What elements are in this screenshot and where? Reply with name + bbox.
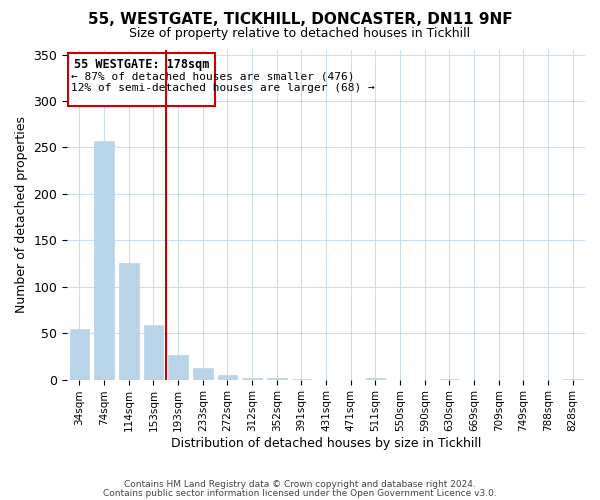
Text: Contains HM Land Registry data © Crown copyright and database right 2024.: Contains HM Land Registry data © Crown c… [124,480,476,489]
Bar [267,378,287,380]
X-axis label: Distribution of detached houses by size in Tickhill: Distribution of detached houses by size … [171,437,481,450]
FancyBboxPatch shape [68,53,215,106]
Text: 55, WESTGATE, TICKHILL, DONCASTER, DN11 9NF: 55, WESTGATE, TICKHILL, DONCASTER, DN11 … [88,12,512,28]
Bar [365,378,385,380]
Bar [292,378,311,380]
Bar [119,262,139,380]
Bar [563,378,583,380]
Text: Contains public sector information licensed under the Open Government Licence v3: Contains public sector information licen… [103,488,497,498]
Text: 55 WESTGATE: 178sqm: 55 WESTGATE: 178sqm [74,58,209,71]
Text: Size of property relative to detached houses in Tickhill: Size of property relative to detached ho… [130,28,470,40]
Bar [168,354,188,380]
Bar [193,368,212,380]
Bar [94,141,114,380]
Y-axis label: Number of detached properties: Number of detached properties [15,116,28,314]
Text: ← 87% of detached houses are smaller (476): ← 87% of detached houses are smaller (47… [71,72,355,82]
Bar [143,325,163,380]
Bar [242,378,262,380]
Bar [218,375,238,380]
Text: 12% of semi-detached houses are larger (68) →: 12% of semi-detached houses are larger (… [71,84,375,94]
Bar [70,328,89,380]
Bar [440,378,459,380]
